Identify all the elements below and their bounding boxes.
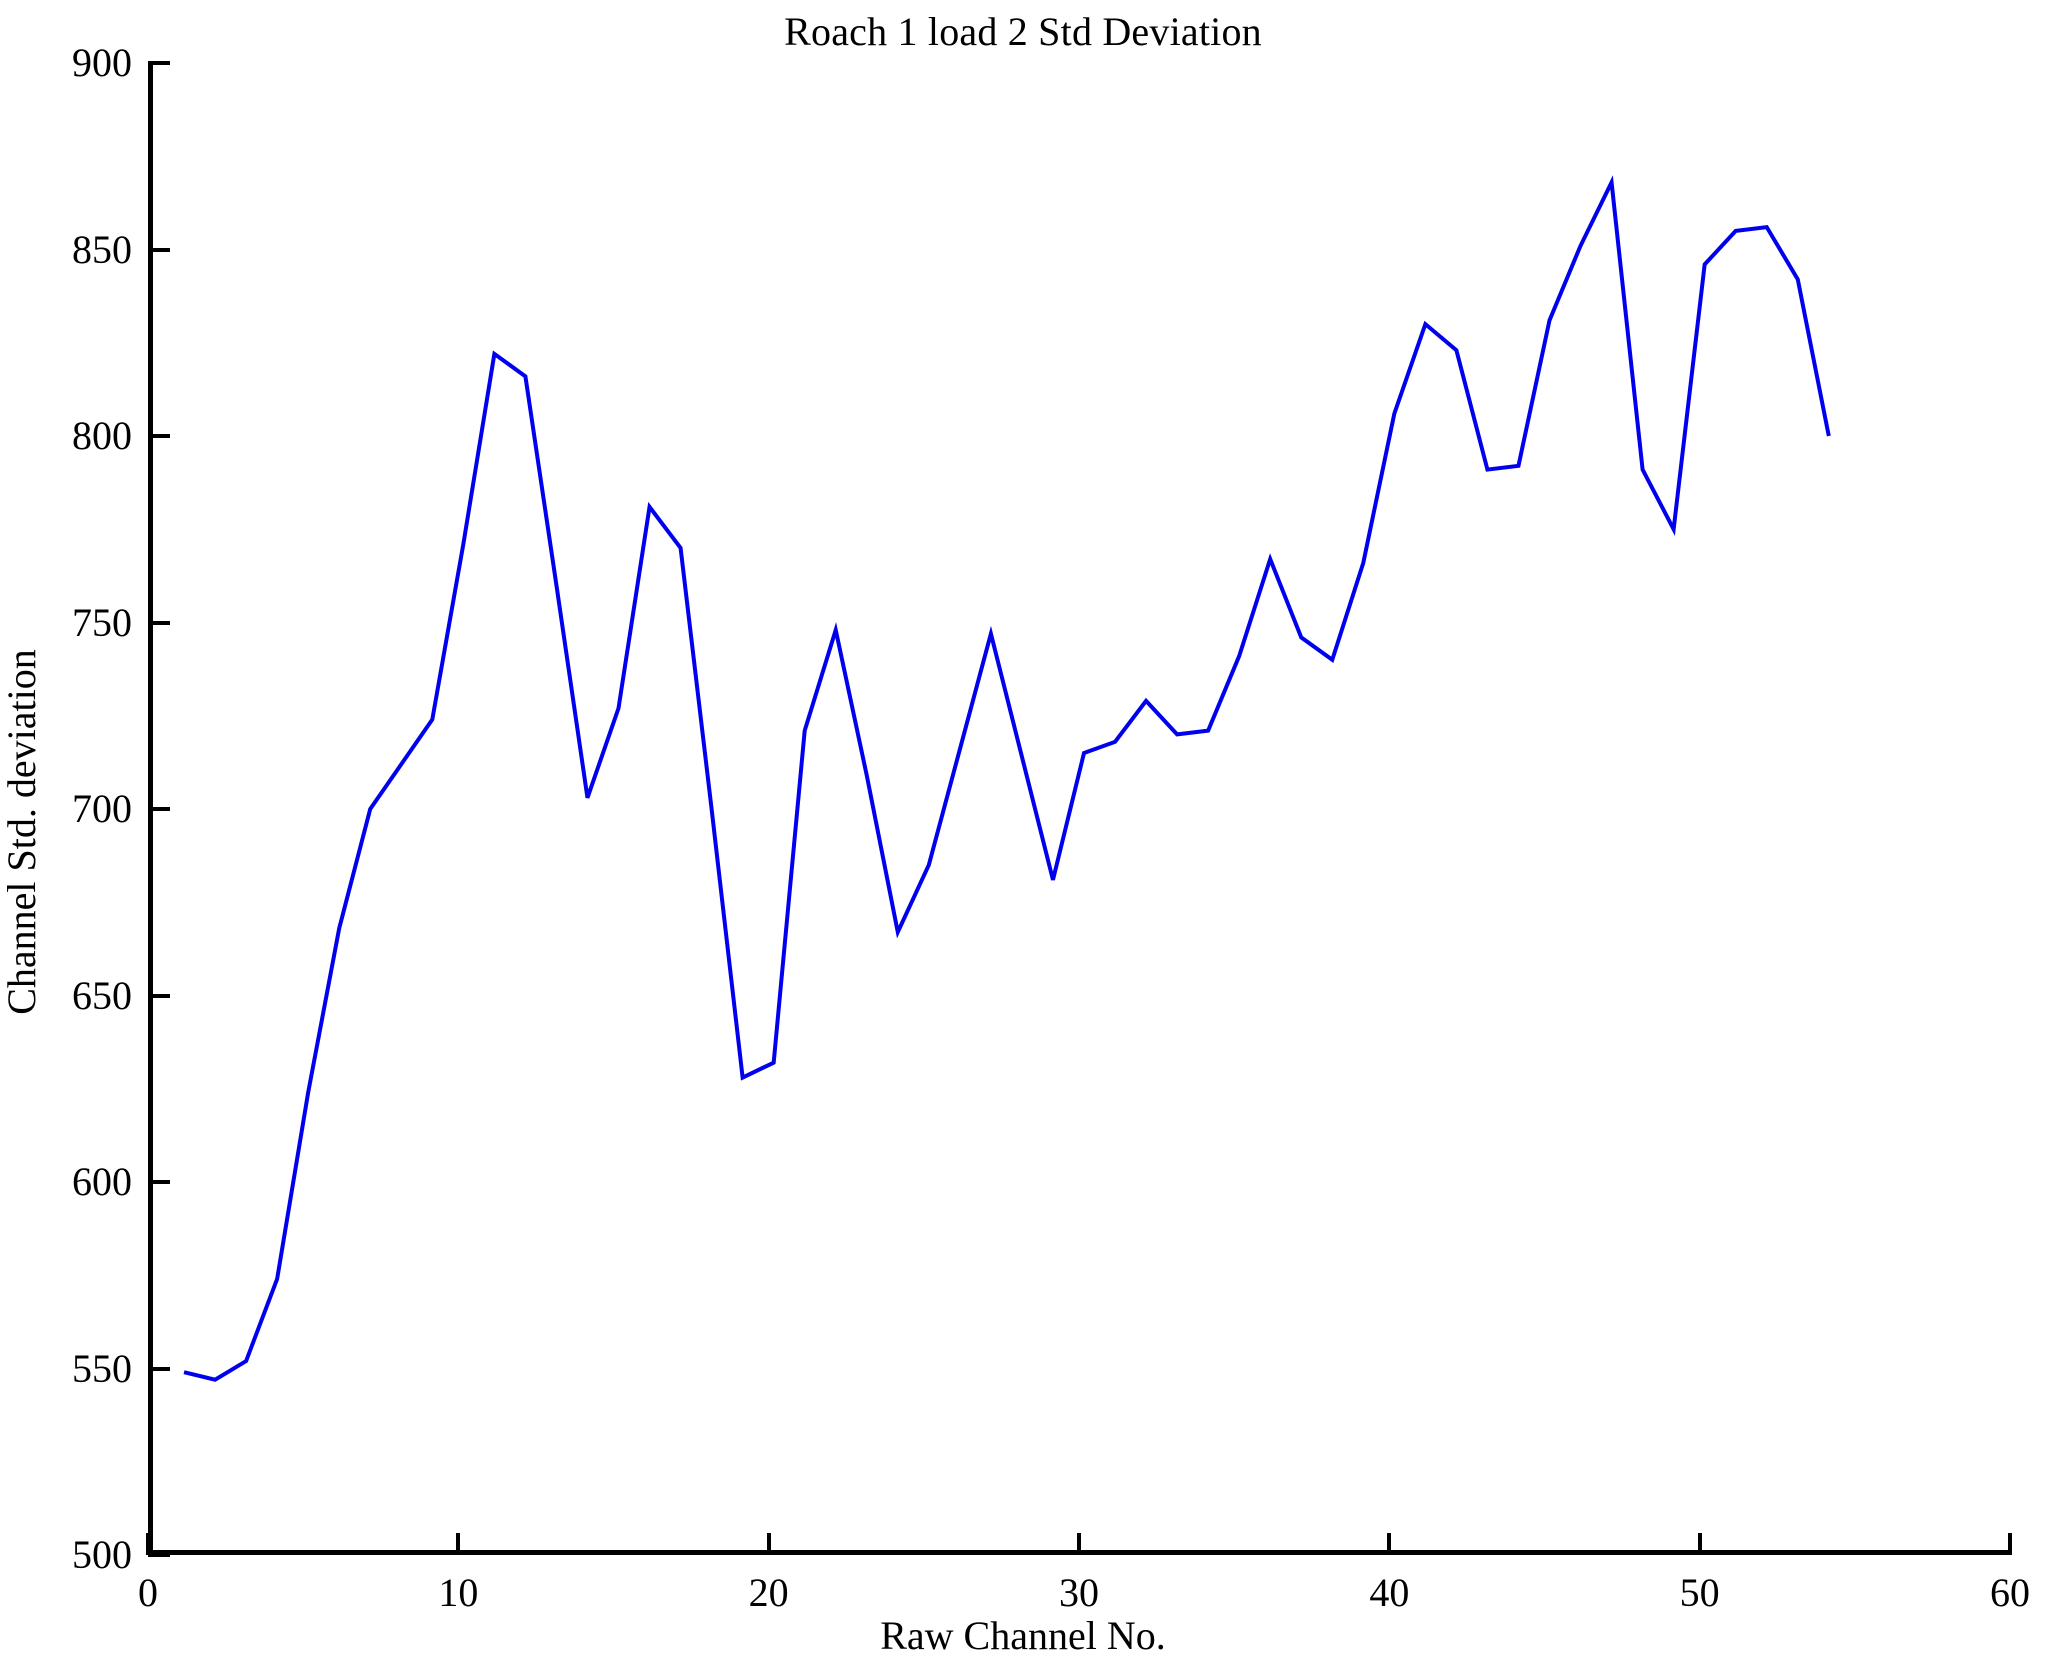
data-line-chart bbox=[183, 175, 1831, 1382]
x-axis-tick-mark bbox=[1387, 1533, 1392, 1555]
y-axis-tick-mark bbox=[148, 61, 170, 65]
y-axis-tick-label: 700 bbox=[72, 786, 132, 831]
x-axis-tick-label: 40 bbox=[1369, 1570, 1410, 1615]
x-axis-tick-mark bbox=[146, 1533, 150, 1555]
y-axis-tick-label: 550 bbox=[72, 1345, 132, 1391]
y-axis-tick-label: 650 bbox=[72, 972, 132, 1018]
x-axis-tick-label: 30 bbox=[1059, 1570, 1099, 1615]
plot-area bbox=[148, 63, 2010, 1555]
y-axis-tick-label: 850 bbox=[72, 226, 132, 272]
x-axis-tick-label: 0 bbox=[138, 1570, 158, 1615]
x-axis-tick-mark bbox=[1697, 1533, 1702, 1555]
y-axis-tick-mark bbox=[148, 807, 170, 811]
x-axis-label: Raw Channel No. bbox=[880, 1613, 1166, 1658]
x-axis-tick-mark bbox=[2008, 1533, 2012, 1555]
y-axis-tick-mark bbox=[148, 1180, 170, 1184]
y-axis-tick-label: 500 bbox=[72, 1532, 132, 1577]
y-axis-tick-mark bbox=[148, 434, 170, 438]
y-axis-label: Channel Std. deviation bbox=[0, 649, 44, 1015]
x-axis-tick-mark bbox=[456, 1533, 461, 1555]
y-axis-tick-mark bbox=[148, 993, 170, 998]
x-axis-tick-label: 60 bbox=[1990, 1570, 2030, 1615]
x-axis-tick-label: 50 bbox=[1679, 1570, 1720, 1615]
x-axis-tick-mark bbox=[1077, 1533, 1081, 1555]
y-axis-tick-mark bbox=[148, 247, 170, 252]
x-axis-tick-label: 20 bbox=[748, 1570, 789, 1615]
y-axis-tick-label: 800 bbox=[72, 413, 132, 458]
y-axis-tick-mark bbox=[148, 1553, 170, 1557]
y-axis-tick-mark bbox=[148, 1366, 170, 1371]
x-axis-tick-label: 10 bbox=[438, 1570, 479, 1615]
y-axis-tick-label: 600 bbox=[72, 1159, 132, 1204]
chart-title: Roach 1 load 2 Std Deviation bbox=[784, 9, 1262, 54]
series-line-channel-std-deviation bbox=[183, 175, 1831, 1382]
y-axis-tick-label: 900 bbox=[72, 40, 132, 85]
y-axis-tick-mark bbox=[148, 620, 170, 625]
x-axis-tick-mark bbox=[766, 1533, 771, 1555]
y-axis-tick-label: 750 bbox=[72, 599, 132, 645]
